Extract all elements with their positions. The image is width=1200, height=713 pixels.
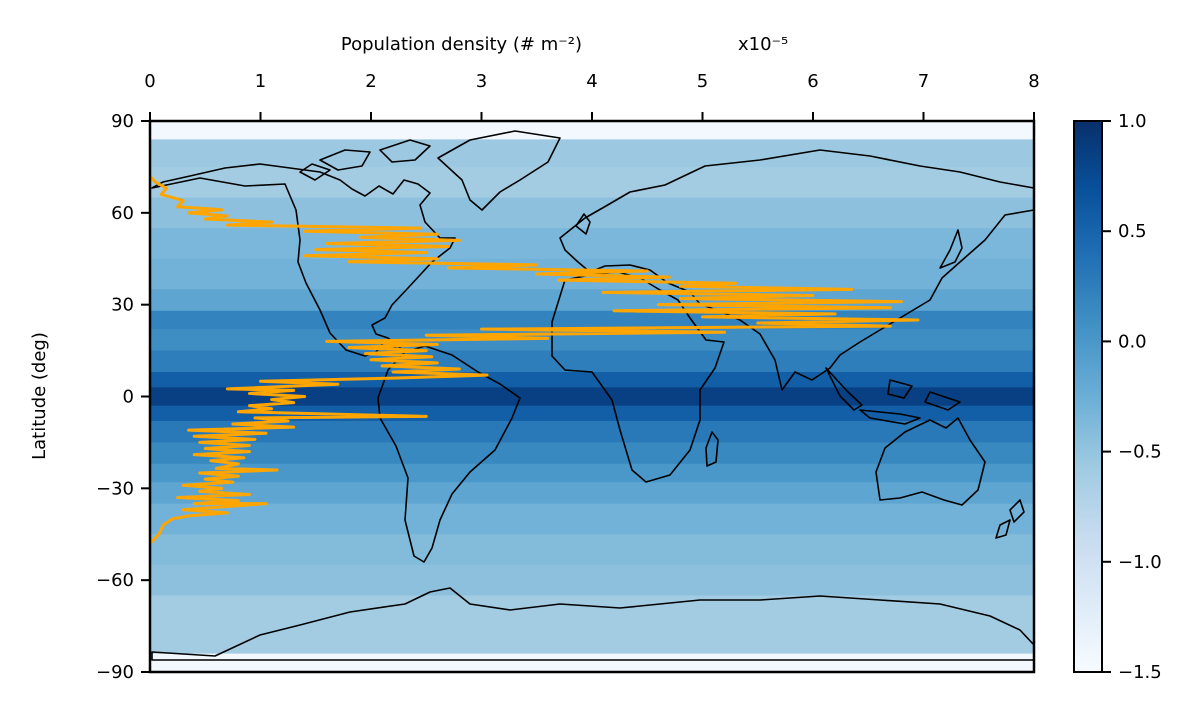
y-tick-label: 30 xyxy=(111,295,134,316)
colorbar-tick-label: 1.0 xyxy=(1118,111,1147,132)
heatmap-band xyxy=(150,482,1034,505)
heatmap-band xyxy=(150,372,1034,388)
heatmap-band xyxy=(150,420,1034,443)
y-tick-label: 60 xyxy=(111,203,134,224)
colorbar-axis: 1.0 0.5 0.0 −0.5 −1.0 −1.5 xyxy=(1102,111,1162,683)
x-tick-label: 6 xyxy=(807,71,818,92)
x-tick-label: 5 xyxy=(697,71,708,92)
y-tick-label: −90 xyxy=(96,662,134,683)
x-tick-label: 2 xyxy=(365,71,376,92)
heatmap-band xyxy=(150,350,1034,373)
heatmap-band xyxy=(150,228,1034,260)
colorbar-tick-label: −1.5 xyxy=(1118,662,1162,683)
heatmap-background xyxy=(150,121,1034,672)
heatmap-band xyxy=(150,595,1034,655)
x-axis: 0 1 2 3 4 5 6 7 8 xyxy=(144,71,1040,121)
colorbar-tick-label: −1.0 xyxy=(1118,552,1162,573)
heatmap-band xyxy=(150,503,1034,535)
coastline-madagascar xyxy=(705,431,719,467)
y-axis: 90 60 30 0 −30 −60 −90 xyxy=(96,111,150,683)
y-tick-label: 0 xyxy=(123,387,134,408)
colorbar xyxy=(1073,120,1103,673)
coastline-africa xyxy=(551,271,725,483)
y-axis-title: Latitude (deg) xyxy=(29,332,50,460)
coastline-uk xyxy=(575,213,591,235)
x-tick-label: 3 xyxy=(476,71,487,92)
heatmap-band xyxy=(150,166,1034,199)
coastline-new-zealand xyxy=(995,499,1025,539)
y-tick-label: −60 xyxy=(96,570,134,591)
x-tick-label: 0 xyxy=(144,71,155,92)
heatmap-band xyxy=(150,564,1034,596)
heatmap-band xyxy=(150,442,1034,465)
colorbar-tick-label: −0.5 xyxy=(1118,442,1162,463)
heatmap-band xyxy=(150,653,1034,672)
population-density-line xyxy=(150,175,920,545)
y-tick-label: −30 xyxy=(96,478,134,499)
coastline-antarctica xyxy=(151,587,1034,661)
coastline-north-america xyxy=(151,163,456,357)
heatmap-band xyxy=(150,463,1034,483)
heatmap-band xyxy=(150,387,1034,407)
colorbar-tick-label: 0.5 xyxy=(1118,221,1147,242)
x-axis-title: Population density (# m⁻²) xyxy=(341,34,582,55)
coastline-australia xyxy=(875,417,986,506)
coastline-indonesia xyxy=(825,367,961,425)
coastline-greenland xyxy=(437,130,561,211)
x-tick-label: 1 xyxy=(255,71,266,92)
heatmap-band xyxy=(150,139,1034,168)
coastline-arctic-islands xyxy=(299,139,431,181)
x-tick-label: 7 xyxy=(918,71,929,92)
x-tick-label: 4 xyxy=(586,71,597,92)
x-tick-label: 8 xyxy=(1028,71,1039,92)
colorbar-tick-label: 0.0 xyxy=(1118,331,1147,352)
heatmap-band xyxy=(150,121,1034,140)
y-tick-label: 90 xyxy=(111,111,134,132)
heatmap-band xyxy=(150,534,1034,566)
x-axis-scale-label: x10⁻⁵ xyxy=(738,34,788,55)
coastline-japan xyxy=(939,229,963,269)
